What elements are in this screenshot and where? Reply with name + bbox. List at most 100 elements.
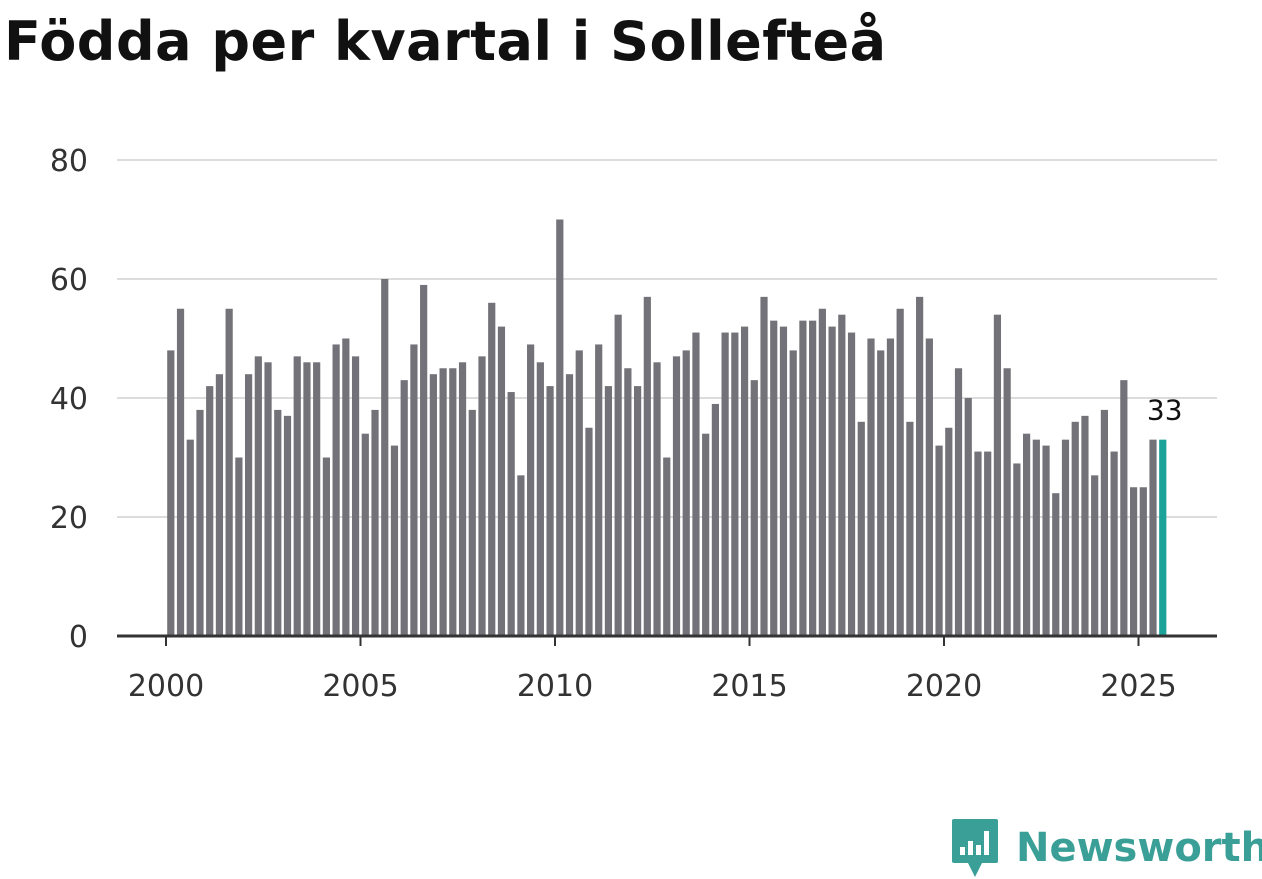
bar [1081,415,1089,636]
bar [760,296,768,636]
bar [420,284,428,636]
y-tick-label: 80 [50,144,88,179]
bar [1149,439,1157,636]
bar [556,219,564,636]
x-tick-label: 2005 [322,669,398,704]
bar [867,338,875,636]
bar [400,380,408,636]
bar [245,374,253,636]
bar [789,350,797,636]
x-tick-label: 2010 [517,669,593,704]
bar [916,296,924,636]
bar [497,326,506,636]
bar [604,386,613,636]
bar [342,338,350,636]
bar [624,368,632,636]
bar [264,362,272,636]
bar [1139,487,1147,636]
y-axis-ticks: 0 20 40 60 80 [50,144,88,655]
bar [857,421,865,636]
bar [527,344,535,636]
bar [351,356,360,636]
bar [1042,445,1050,636]
y-tick-label: 0 [69,620,88,655]
bar [993,314,1002,636]
bar [770,320,778,636]
bar [906,421,914,636]
chart-title: Födda per kvartal i Sollefteå [4,10,887,73]
bar [925,338,933,636]
x-tick-label: 2015 [711,669,787,704]
bar [1052,493,1060,636]
bar [361,433,369,636]
bar [1071,421,1079,636]
bar [507,392,515,636]
bar [575,350,583,636]
bars [167,219,1167,636]
bar [313,362,321,636]
bar [672,356,681,636]
x-tick-label: 2025 [1100,669,1176,704]
bar [468,409,476,636]
bar [215,374,224,636]
bar [721,332,729,636]
bar [643,296,651,636]
y-tick-label: 60 [50,263,88,298]
bar [1110,451,1118,636]
bar [1061,439,1070,636]
bar [458,362,467,636]
bar [799,320,807,636]
bar [886,338,895,636]
bar [692,332,700,636]
newsworthy-logo-icon [952,819,998,877]
bar [176,308,185,636]
bar [964,398,972,636]
bar [896,308,904,636]
bar [818,308,826,636]
bar [1091,475,1099,636]
bar [984,451,992,636]
bar [167,350,175,636]
bar [332,344,340,636]
bar [429,374,437,636]
x-axis-ticks: 2000 2005 2010 2015 2020 2025 [128,636,1177,704]
bar [283,415,292,636]
bar [322,457,330,636]
bar [585,427,593,636]
bar [206,386,214,636]
bar [254,356,262,636]
bar [235,457,243,636]
bar [682,350,690,636]
bar [449,368,457,636]
bar [546,386,554,636]
bar [653,362,661,636]
bar [488,302,496,636]
bar [478,356,486,636]
bar [225,308,233,636]
bar [1032,439,1040,636]
bar [595,344,603,636]
highlight-data-label: 33 [1147,394,1183,427]
bar [390,445,399,636]
x-tick-label: 2000 [128,669,204,704]
bar [974,451,982,636]
bar [711,403,719,636]
bar [1023,433,1031,636]
bar [196,409,204,636]
bar [847,332,856,636]
bar [186,439,194,636]
bar [779,326,788,636]
y-tick-label: 20 [50,501,88,536]
bar [828,326,836,636]
bar [634,386,642,636]
bar [663,457,671,636]
bar [274,409,282,636]
bar [1129,487,1138,636]
bar [1013,463,1021,636]
bar [877,350,885,636]
bar [1100,409,1108,636]
bar [702,433,710,636]
bar [439,368,447,636]
bar [809,320,817,636]
